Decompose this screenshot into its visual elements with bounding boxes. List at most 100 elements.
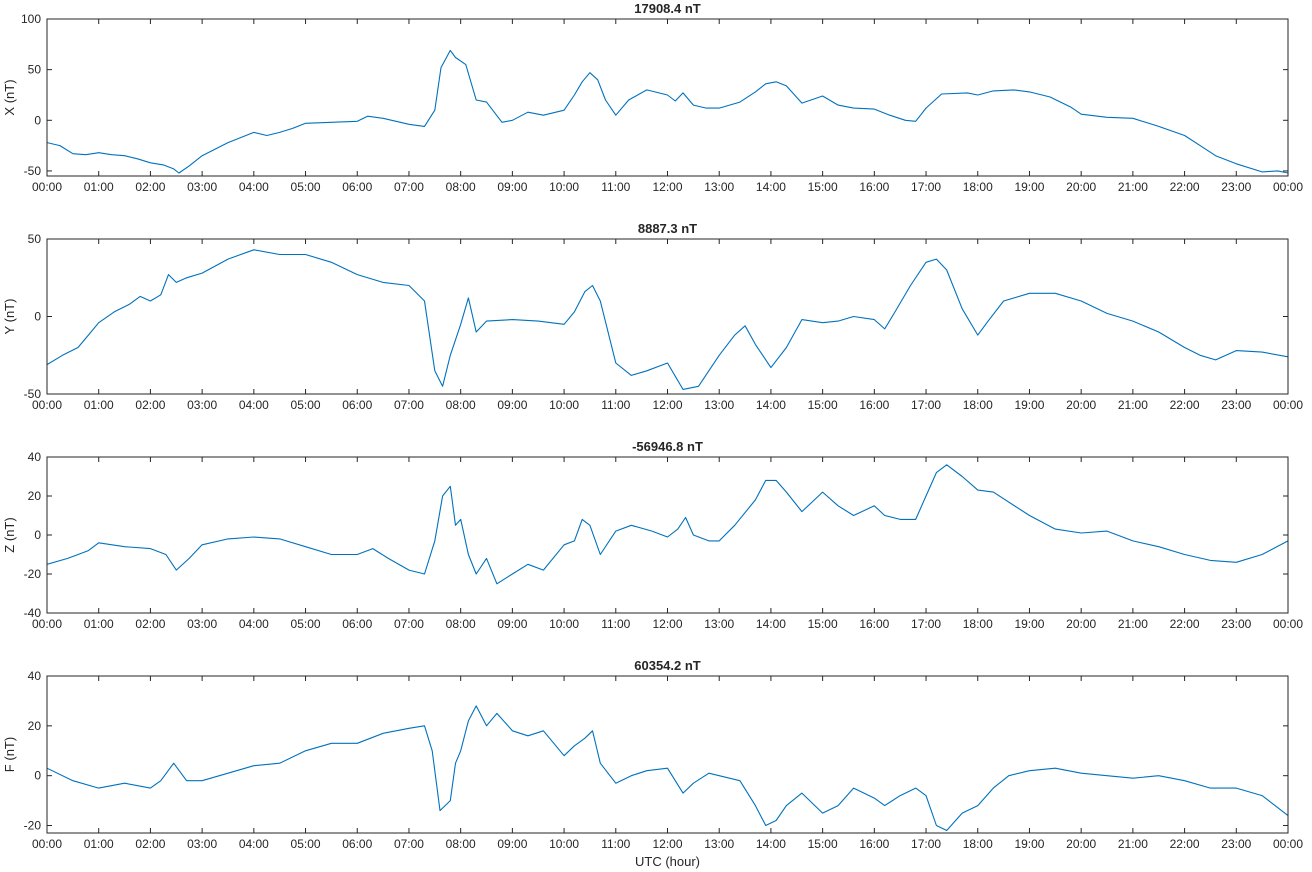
series-line xyxy=(47,705,1288,832)
subplot-title: 8887.3 nT xyxy=(638,221,697,236)
x-tick-label: 01:00 xyxy=(84,837,114,851)
y-axis-label: F (nT) xyxy=(2,737,17,772)
x-tick-label: 13:00 xyxy=(704,398,734,412)
x-tick-label: 13:00 xyxy=(704,180,734,194)
x-tick-label: 04:00 xyxy=(239,180,269,194)
x-tick-label: 18:00 xyxy=(963,180,993,194)
x-tick-label: 10:00 xyxy=(549,837,579,851)
axes-box xyxy=(46,238,1289,395)
subplot-f: 60354.2 nT 00:00 01:00 02:00 03:00 04:00 05:00… xyxy=(2,658,1303,869)
x-tick-label: 05:00 xyxy=(291,398,321,412)
x-tick-label: 23:00 xyxy=(1221,617,1251,631)
x-tick-label: 05:00 xyxy=(291,180,321,194)
x-tick-label: 13:00 xyxy=(704,837,734,851)
x-tick-label: 19:00 xyxy=(1014,617,1044,631)
series-line xyxy=(47,464,1288,585)
x-tick-label: 10:00 xyxy=(549,617,579,631)
x-tick-label: 03:00 xyxy=(187,837,217,851)
x-tick-label: 21:00 xyxy=(1118,398,1148,412)
x-tick-label: 12:00 xyxy=(652,617,682,631)
x-tick-label: 00:00 xyxy=(1273,617,1303,631)
x-tick-label: 06:00 xyxy=(342,837,372,851)
x-tick-label: 16:00 xyxy=(859,617,889,631)
x-tick-label: 20:00 xyxy=(1066,837,1096,851)
x-tick-label: 18:00 xyxy=(963,837,993,851)
x-tick-label: 07:00 xyxy=(394,180,424,194)
x-tick-label: 08:00 xyxy=(446,837,476,851)
x-tick-label: 17:00 xyxy=(911,617,941,631)
x-tick-label: 00:00 xyxy=(32,837,62,851)
subplot-title: 17908.4 nT xyxy=(634,1,701,16)
x-tick-label: 11:00 xyxy=(601,398,630,412)
x-tick-label: 12:00 xyxy=(652,398,682,412)
x-tick-label: 16:00 xyxy=(859,837,889,851)
series-line xyxy=(47,249,1288,390)
subplot-y: 8887.3 nT 00:00 01:00 02:00 03:00 04:00 05:00 0… xyxy=(2,221,1303,412)
x-tick-label: 08:00 xyxy=(446,180,476,194)
y-axis-label: Y (nT) xyxy=(2,299,17,335)
x-tick-label: 19:00 xyxy=(1014,180,1044,194)
y-tick-label: 0 xyxy=(34,113,41,127)
x-tick-label: 14:00 xyxy=(756,398,786,412)
x-tick-label: 18:00 xyxy=(963,398,993,412)
y-tick-label: 0 xyxy=(34,310,41,324)
x-tick-label: 14:00 xyxy=(756,180,786,194)
y-axis-label: X (nT) xyxy=(2,79,17,115)
x-tick-label: 01:00 xyxy=(84,180,114,194)
y-tick-label: -40 xyxy=(24,606,42,620)
x-tick-label: 06:00 xyxy=(342,398,372,412)
x-tick-label: 09:00 xyxy=(497,617,527,631)
x-tick-label: 03:00 xyxy=(187,617,217,631)
x-tick-label: 22:00 xyxy=(1170,398,1200,412)
y-tick-label: 20 xyxy=(28,719,42,733)
axes-box xyxy=(46,456,1289,614)
x-tick-label: 11:00 xyxy=(601,617,630,631)
axes-box xyxy=(46,18,1289,177)
x-tick-label: 00:00 xyxy=(1273,398,1303,412)
x-axis-label: UTC (hour) xyxy=(635,854,700,869)
x-tick-label: 16:00 xyxy=(859,180,889,194)
y-tick-label: -20 xyxy=(24,567,42,581)
x-tick-label: 16:00 xyxy=(859,398,889,412)
x-tick-label: 03:00 xyxy=(187,180,217,194)
x-tick-label: 05:00 xyxy=(291,837,321,851)
x-tick-label: 06:00 xyxy=(342,180,372,194)
x-tick-label: 07:00 xyxy=(394,398,424,412)
x-tick-label: 20:00 xyxy=(1066,180,1096,194)
x-tick-label: 22:00 xyxy=(1170,180,1200,194)
x-tick-label: 07:00 xyxy=(394,837,424,851)
x-tick-label: 11:00 xyxy=(601,837,630,851)
x-tick-label: 13:00 xyxy=(704,617,734,631)
x-tick-label: 00:00 xyxy=(32,617,62,631)
subplot-title: 60354.2 nT xyxy=(634,658,701,673)
y-tick-label: 100 xyxy=(21,12,41,26)
x-tick-label: 20:00 xyxy=(1066,398,1096,412)
y-tick-label: 40 xyxy=(28,450,42,464)
x-tick-label: 04:00 xyxy=(239,398,269,412)
y-tick-label: -50 xyxy=(24,164,42,178)
x-tick-label: 14:00 xyxy=(756,617,786,631)
y-tick-label: 50 xyxy=(28,232,42,246)
x-tick-label: 23:00 xyxy=(1221,837,1251,851)
x-tick-label: 08:00 xyxy=(446,617,476,631)
x-tick-label: 10:00 xyxy=(549,398,579,412)
y-axis-label: Z (nT) xyxy=(2,517,17,552)
x-tick-label: 10:00 xyxy=(549,180,579,194)
x-tick-label: 12:00 xyxy=(652,180,682,194)
y-tick-label: 0 xyxy=(34,528,41,542)
x-tick-label: 11:00 xyxy=(601,180,630,194)
x-tick-label: 15:00 xyxy=(808,180,838,194)
x-tick-label: 05:00 xyxy=(291,617,321,631)
x-tick-label: 21:00 xyxy=(1118,837,1148,851)
x-tick-label: 00:00 xyxy=(1273,180,1303,194)
x-tick-label: 06:00 xyxy=(342,617,372,631)
x-tick-label: 19:00 xyxy=(1014,398,1044,412)
x-tick-label: 08:00 xyxy=(446,398,476,412)
x-tick-label: 02:00 xyxy=(135,837,165,851)
x-tick-label: 15:00 xyxy=(808,837,838,851)
x-tick-label: 23:00 xyxy=(1221,180,1251,194)
x-tick-label: 21:00 xyxy=(1118,180,1148,194)
series-line xyxy=(47,49,1288,174)
x-tick-label: 04:00 xyxy=(239,837,269,851)
x-tick-label: 07:00 xyxy=(394,617,424,631)
